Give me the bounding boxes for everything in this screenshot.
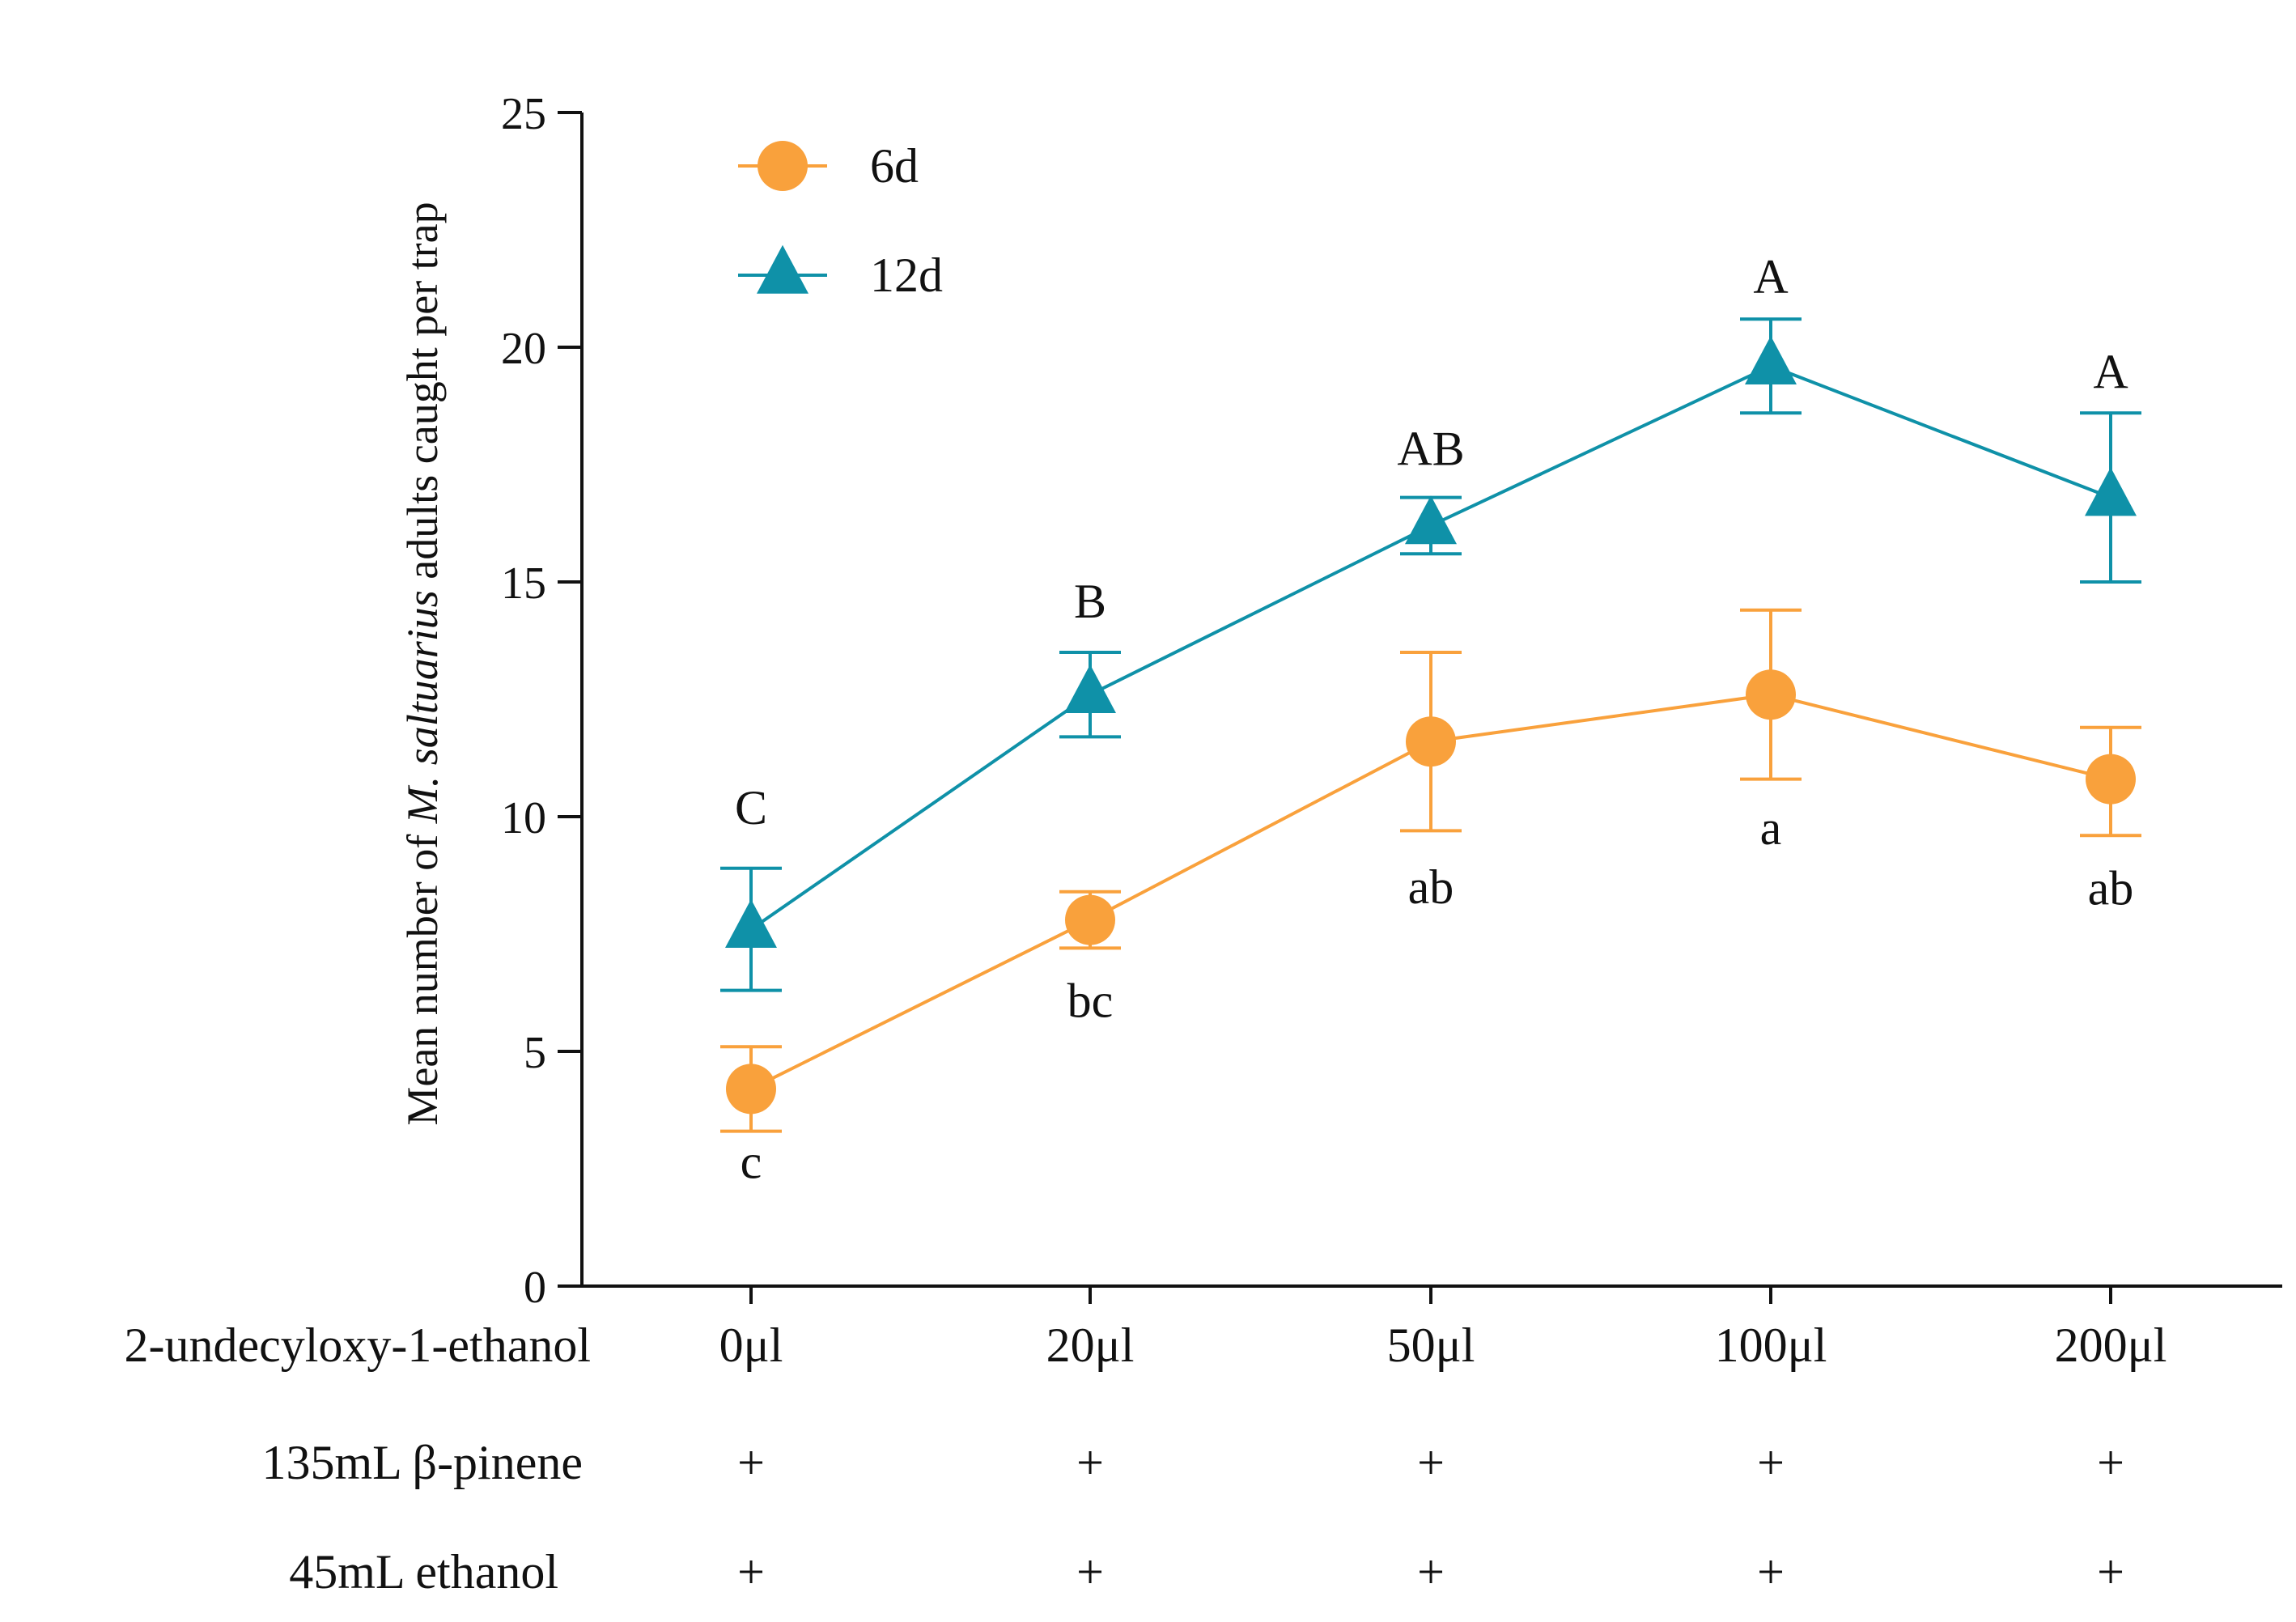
- significance-label-12d: B: [1074, 575, 1106, 628]
- treatment-plus: +: [1757, 1545, 1785, 1599]
- legend-marker-12d: [757, 244, 808, 294]
- significance-label-6d: ab: [1408, 860, 1454, 914]
- significance-label-12d: A: [2093, 346, 2128, 399]
- treatment-plus: +: [737, 1436, 765, 1489]
- treatment-row-label: 45mL ethanol: [289, 1545, 558, 1599]
- y-tick-label: 20: [501, 324, 546, 374]
- legend-label-6d: 6d: [870, 139, 919, 193]
- significance-label-6d: bc: [1067, 974, 1114, 1028]
- y-tick-label: 25: [501, 89, 546, 139]
- treatment-plus: +: [1757, 1436, 1785, 1489]
- x-tick-label: 100μl: [1715, 1318, 1827, 1372]
- y-tick-label: 15: [501, 558, 546, 609]
- legend-marker-6d: [758, 141, 808, 191]
- significance-label-12d: A: [1753, 250, 1788, 304]
- legend-label-12d: 12d: [870, 248, 943, 302]
- data-point-12d: [725, 899, 777, 948]
- treatment-plus: +: [1076, 1436, 1104, 1489]
- significance-label-12d: C: [735, 781, 767, 834]
- data-point-6d: [1065, 894, 1115, 945]
- x-tick-label: 0μl: [719, 1318, 783, 1372]
- legend: 6d 12d: [738, 139, 943, 302]
- significance-label-12d: AB: [1397, 422, 1464, 475]
- data-point-12d: [1064, 665, 1116, 713]
- y-axis-label-part: adults caught per trap: [398, 202, 447, 590]
- data-point-6d: [726, 1064, 776, 1115]
- data-point-6d: [1406, 716, 1456, 767]
- significance-label-6d: a: [1760, 801, 1782, 855]
- x-tick-label: 50μl: [1387, 1318, 1475, 1372]
- data-point-6d: [1746, 669, 1796, 720]
- treatment-plus: +: [1417, 1436, 1445, 1489]
- data-point-12d: [1405, 495, 1457, 545]
- y-axis-label-part: Mean number of: [398, 823, 447, 1125]
- treatment-row-label: 2-undecyloxy-1-ethanol: [125, 1318, 591, 1372]
- y-axis-label: Mean number of M. saltuarius adults caug…: [398, 202, 447, 1125]
- data-point-12d: [2085, 467, 2137, 516]
- axes: 0 5 10 15 20 25 Mean number of M. saltuarius a…: [398, 89, 2282, 1313]
- x-tick-label: 200μl: [2055, 1318, 2167, 1372]
- data-markers: [725, 336, 2137, 1115]
- treatment-row-label: 135mL β-pinene: [261, 1436, 583, 1489]
- treatment-plus: +: [1417, 1545, 1445, 1599]
- y-tick-label: 5: [524, 1028, 546, 1078]
- treatment-plus: +: [2097, 1436, 2124, 1489]
- y-axis-label-part: M. saltuarius: [398, 590, 447, 824]
- treatment-plus: +: [2097, 1545, 2124, 1599]
- significance-label-6d: c: [741, 1135, 762, 1188]
- data-point-12d: [1745, 336, 1797, 384]
- data-point-6d: [2086, 754, 2136, 805]
- y-tick-label: 10: [501, 793, 546, 843]
- y-tick-label: 0: [524, 1263, 546, 1313]
- treatment-plus: +: [1076, 1545, 1104, 1599]
- significance-label-6d: ab: [2088, 862, 2134, 915]
- x-tick-label: 20μl: [1046, 1318, 1135, 1372]
- treatment-plus: +: [737, 1545, 765, 1599]
- significance-labels: c bc ab a ab C B AB A A: [735, 250, 2133, 1188]
- treatment-table: 2-undecyloxy-1-ethanol 0μl 20μl 50μl 100μl 20…: [125, 1318, 2167, 1599]
